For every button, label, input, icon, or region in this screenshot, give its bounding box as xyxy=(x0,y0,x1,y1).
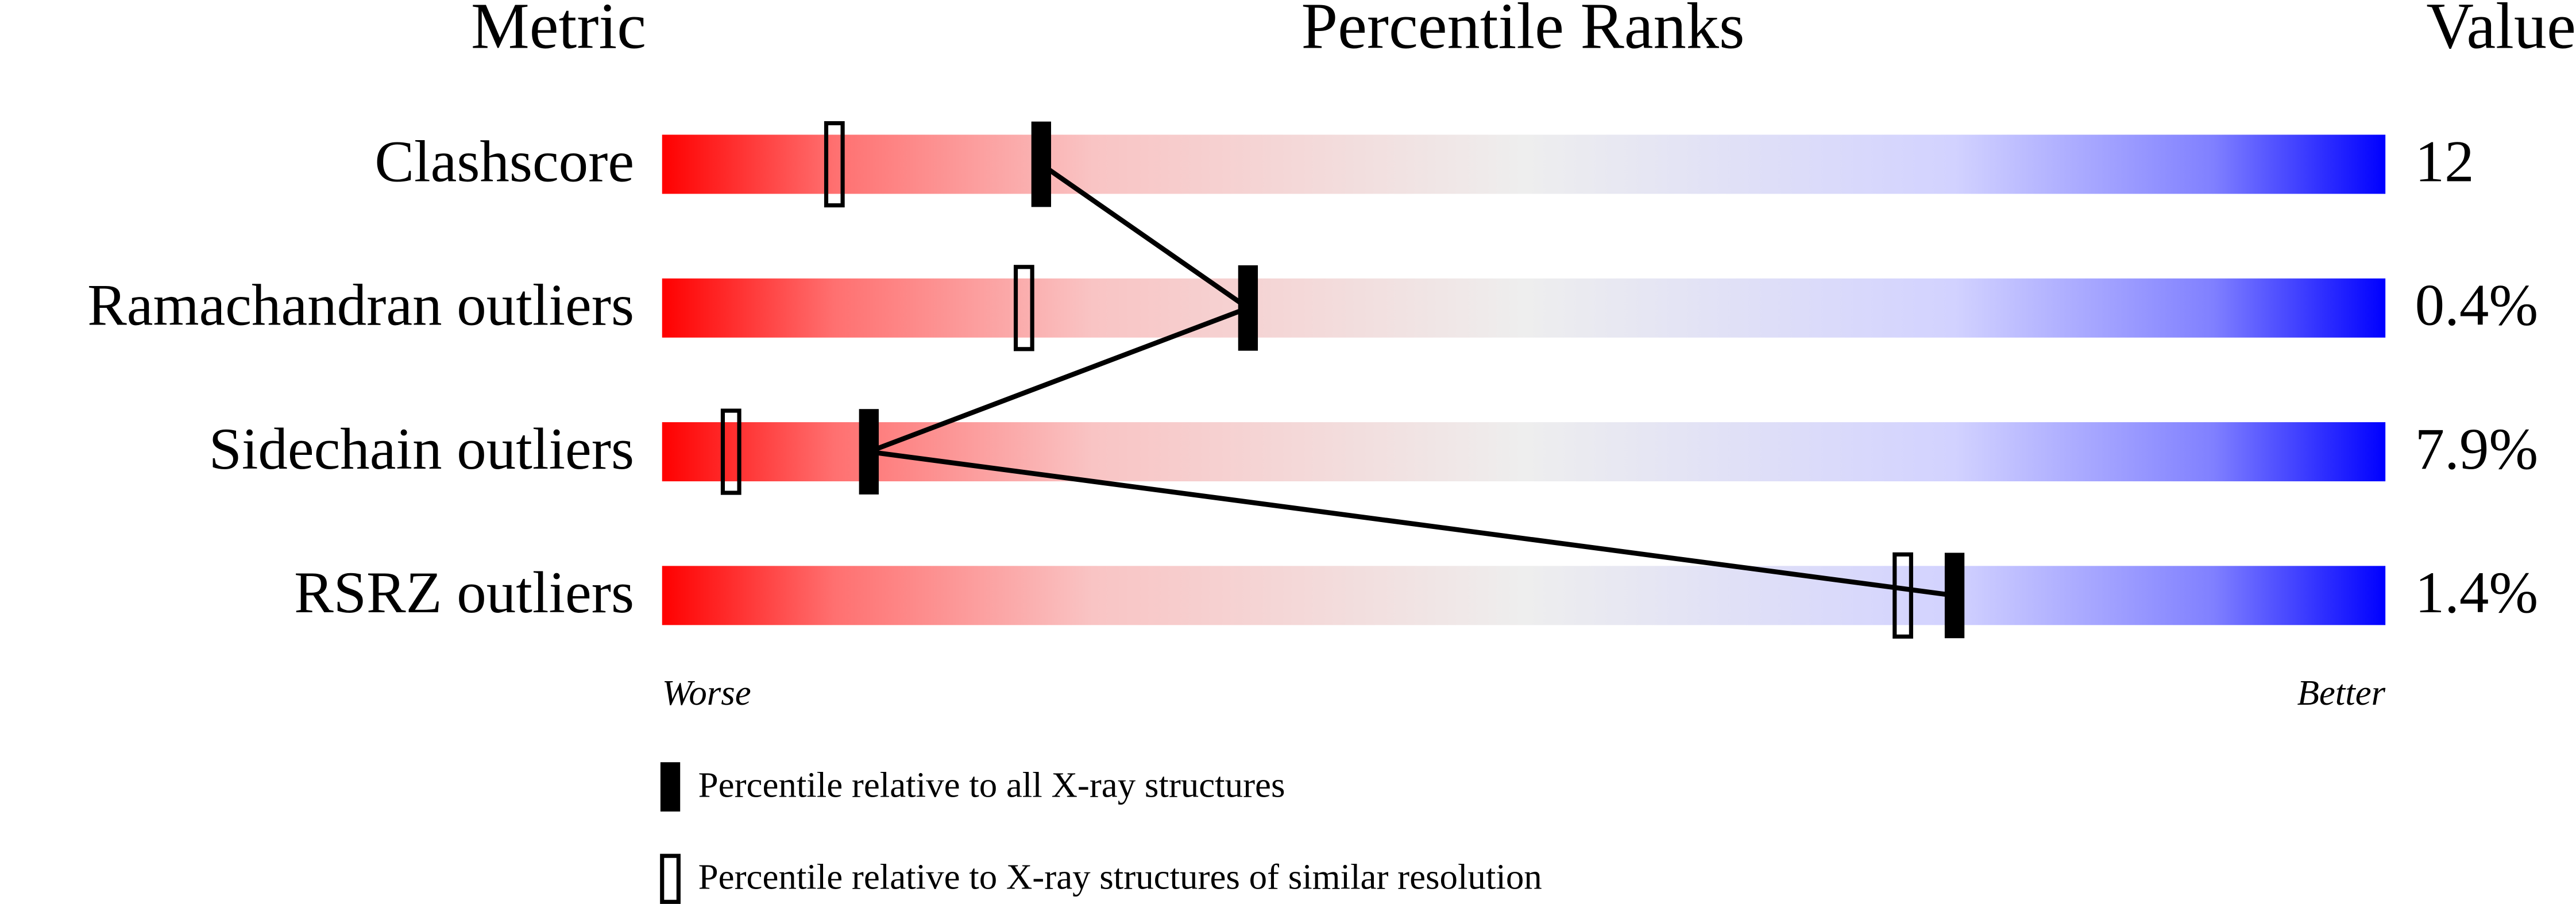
metric-value: 7.9% xyxy=(2415,416,2538,482)
percentile-marker-open xyxy=(720,408,741,495)
gradient-bar xyxy=(662,422,2386,482)
metric-label: RSRZ outliers xyxy=(294,560,634,625)
gradient-bar xyxy=(662,134,2386,194)
percentile-marker-open xyxy=(824,121,845,208)
percentile-marker-open xyxy=(1013,265,1034,351)
legend-label: Percentile relative to X-ray structures … xyxy=(698,857,1542,897)
connector-line xyxy=(868,162,1955,598)
legend-label: Percentile relative to all X-ray structu… xyxy=(698,764,1285,805)
x-label-low: Worse xyxy=(662,673,751,713)
gradient-bar xyxy=(662,278,2386,338)
percentile-marker-filled xyxy=(1031,121,1051,207)
metric-value: 12 xyxy=(2415,129,2474,194)
metric-label: Ramachandran outliers xyxy=(87,273,634,338)
percentile-marker-filled xyxy=(859,409,879,495)
metric-label: Clashscore xyxy=(374,129,634,194)
header-value: Value xyxy=(2426,0,2576,62)
metric-value: 1.4% xyxy=(2415,560,2538,625)
gradient-bar xyxy=(662,566,2386,625)
x-label-high: Better xyxy=(2297,673,2385,713)
header-metric: Metric xyxy=(471,0,646,62)
percentile-marker-filled xyxy=(1944,553,1965,639)
legend-swatch xyxy=(660,853,681,904)
legend-swatch xyxy=(660,762,681,812)
metric-value: 0.4% xyxy=(2415,273,2538,338)
percentile-marker-filled xyxy=(1238,265,1258,351)
header-ranks: Percentile Ranks xyxy=(1301,0,1745,62)
percentile-marker-open xyxy=(1893,552,1913,639)
metric-label: Sidechain outliers xyxy=(209,416,635,482)
